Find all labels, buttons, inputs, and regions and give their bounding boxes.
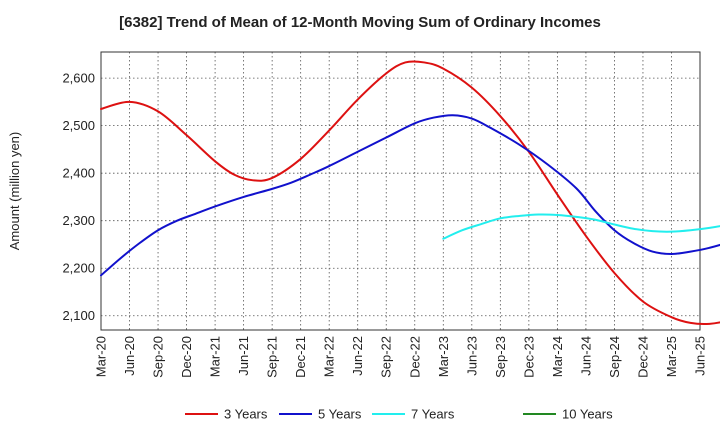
y-tick-label: 2,200: [62, 261, 95, 276]
x-tick-label: Mar-20: [94, 336, 109, 377]
x-tick-label: Sep-23: [493, 336, 508, 378]
legend-label-3-years: 3 Years: [224, 407, 268, 422]
x-tick-label: Jun-21: [236, 336, 251, 376]
x-axis-tick-labels: Mar-20 Jun-20 Sep-20 Dec-20 Mar-21 Jun-21 Sep-…: [94, 336, 708, 378]
x-tick-label: Jun-23: [464, 336, 479, 376]
x-tick-label: Mar-24: [550, 336, 565, 377]
x-tick-label: Sep-21: [265, 336, 280, 378]
x-tick-label: Dec-23: [521, 336, 536, 378]
x-tick-label: Jun-22: [350, 336, 365, 376]
x-tick-label: Sep-22: [379, 336, 394, 378]
x-tick-label: Dec-20: [179, 336, 194, 378]
plot-area-frame: [100, 51, 701, 331]
y-axis-tick-labels: 2,100 2,200 2,300 2,400 2,500 2,600: [62, 71, 95, 324]
series-lines: [100, 60, 720, 325]
x-tick-label: Sep-24: [607, 336, 622, 378]
x-tick-label: Mar-25: [664, 336, 679, 377]
x-tick-label: Jun-25: [693, 336, 708, 376]
x-tick-label: Sep-20: [151, 336, 166, 378]
legend: 3 Years 5 Years 7 Years 10 Years: [185, 407, 613, 422]
y-tick-label: 2,600: [62, 71, 95, 86]
y-tick-label: 2,100: [62, 308, 95, 323]
x-tick-label: Mar-22: [322, 336, 337, 377]
x-tick-label: Jun-24: [578, 336, 593, 376]
y-tick-label: 2,500: [62, 118, 95, 133]
series-line-5-years: [100, 114, 720, 277]
y-tick-label: 2,300: [62, 213, 95, 228]
x-tick-label: Jun-20: [122, 336, 137, 376]
y-axis-title: Amount (million yen): [7, 132, 22, 251]
chart-title: [6382] Trend of Mean of 12-Month Moving …: [119, 14, 601, 31]
series-line-3-years: [100, 60, 720, 325]
y-tick-label: 2,400: [62, 166, 95, 181]
x-tick-label: Dec-22: [407, 336, 422, 378]
series-line-7-years: [442, 213, 720, 240]
legend-label-5-years: 5 Years: [318, 407, 362, 422]
legend-label-7-years: 7 Years: [411, 407, 455, 422]
legend-label-10-years: 10 Years: [562, 407, 613, 422]
gridlines: [100, 52, 701, 330]
x-tick-label: Mar-23: [436, 336, 451, 377]
x-tick-label: Dec-21: [293, 336, 308, 378]
x-tick-label: Dec-24: [635, 336, 650, 378]
x-tick-label: Mar-21: [208, 336, 223, 377]
